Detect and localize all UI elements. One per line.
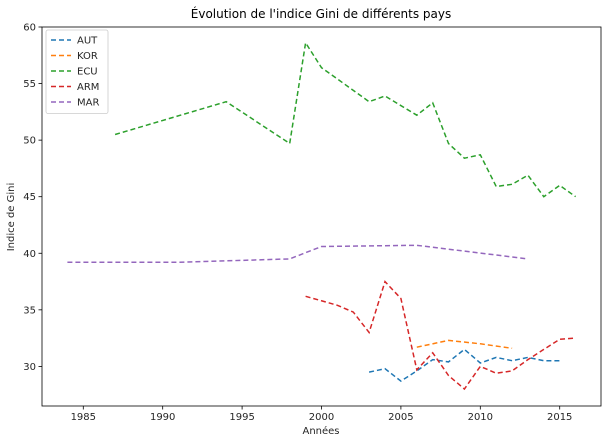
- y-tick-label: 50: [23, 136, 36, 147]
- series-line-arm: [305, 280, 576, 391]
- y-tick-label: 55: [23, 79, 36, 90]
- legend-box: [45, 29, 109, 114]
- x-tick-label: 1995: [229, 412, 254, 423]
- legend-label-mar: MAR: [77, 98, 99, 109]
- y-axis-title: Indice de Gini: [6, 183, 17, 252]
- series-lines: [67, 40, 577, 391]
- legend: AUT KOR ECU ARM MAR: [45, 29, 109, 114]
- series-line-kor: [416, 339, 513, 350]
- x-tick-label: 2015: [547, 412, 572, 423]
- y-tick-label: 45: [23, 192, 36, 203]
- plot-frame: [41, 26, 602, 407]
- legend-label-ecu: ECU: [77, 67, 98, 78]
- chart-title: Évolution de l'indice Gini de différents…: [191, 6, 451, 21]
- plot-area: 1985 1990 1995 2000 2005 2010 2015 30 35 40 45 50 5…: [23, 23, 602, 423]
- x-tick-label: 1990: [150, 412, 175, 423]
- x-tick-label: 2010: [468, 412, 493, 423]
- x-axis-ticks: 1985 1990 1995 2000 2005 2010 2015: [71, 406, 572, 423]
- legend-label-arm: ARM: [77, 82, 99, 93]
- x-tick-label: 2000: [309, 412, 334, 423]
- y-tick-label: 30: [23, 362, 36, 373]
- legend-label-aut: AUT: [77, 36, 98, 47]
- legend-label-kor: KOR: [77, 51, 98, 62]
- y-tick-label: 60: [23, 23, 36, 34]
- x-axis-title: Années: [302, 425, 339, 437]
- x-tick-label: 2005: [388, 412, 413, 423]
- y-tick-label: 35: [23, 305, 36, 316]
- series-line-mar: [67, 244, 528, 264]
- x-tick-label: 1985: [71, 412, 96, 423]
- y-axis-ticks: 30 35 40 45 50 55 60: [23, 23, 42, 373]
- y-tick-label: 40: [23, 249, 36, 260]
- series-line-ecu: [114, 40, 577, 198]
- series-line-aut: [368, 348, 560, 383]
